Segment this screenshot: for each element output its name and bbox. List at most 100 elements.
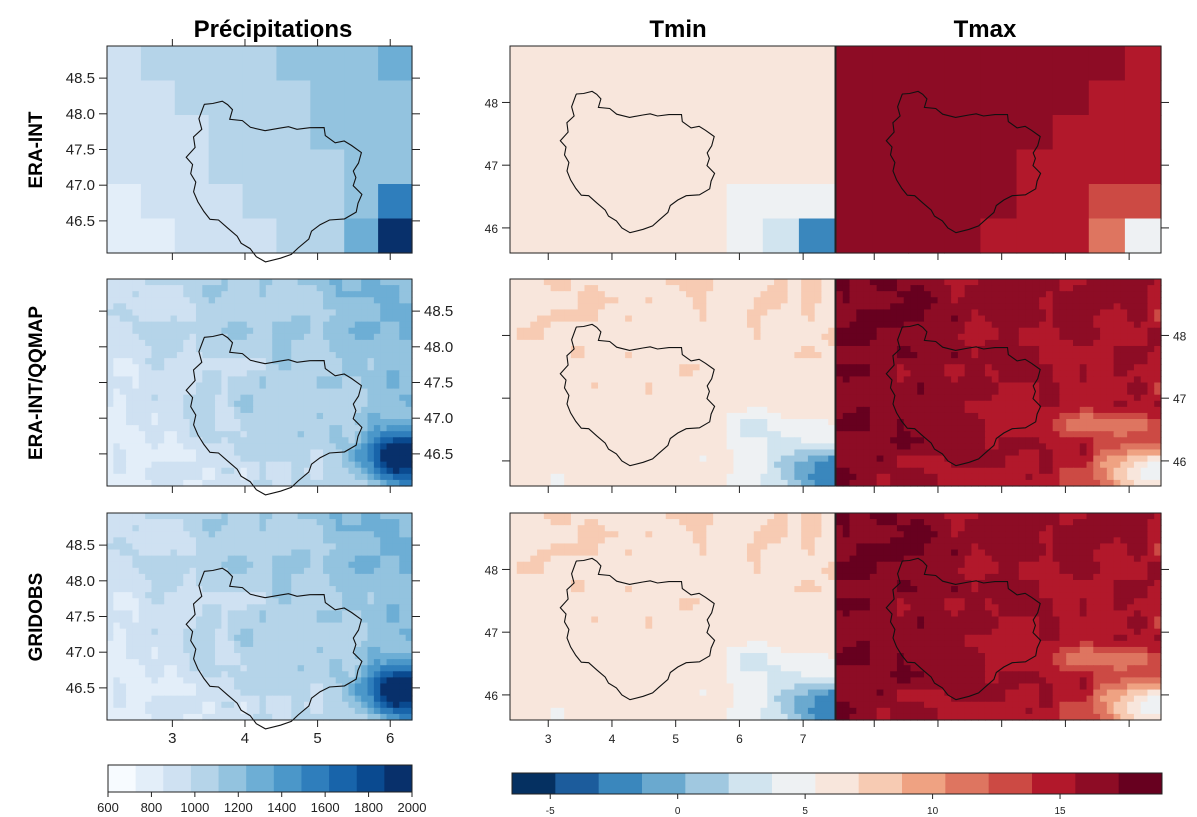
grid-cell xyxy=(1025,376,1033,384)
grid-cell xyxy=(631,388,640,396)
grid-cell xyxy=(316,333,324,341)
grid-cell xyxy=(726,370,735,378)
grid-cell xyxy=(692,400,701,408)
grid-cell xyxy=(733,309,741,317)
grid-cell xyxy=(378,115,413,151)
grid-cell xyxy=(699,285,707,292)
grid-cell xyxy=(890,309,898,317)
grid-cell xyxy=(699,479,707,487)
grid-cell xyxy=(937,345,945,353)
grid-cell xyxy=(202,431,210,438)
grid-cell xyxy=(132,394,140,402)
grid-cell xyxy=(584,400,592,408)
grid-cell xyxy=(774,321,782,329)
grid-cell xyxy=(1072,315,1081,323)
grid-cell xyxy=(883,431,891,438)
grid-cell xyxy=(740,461,748,469)
grid-cell xyxy=(240,327,248,335)
grid-cell xyxy=(726,473,735,481)
grid-cell xyxy=(215,461,222,469)
grid-cell xyxy=(215,303,222,311)
grid-cell xyxy=(557,431,565,438)
grid-cell xyxy=(719,443,728,451)
grid-cell xyxy=(896,400,905,408)
grid-cell xyxy=(208,467,216,475)
grid-cell xyxy=(530,400,538,408)
grid-cell xyxy=(883,461,891,469)
grid-cell xyxy=(767,467,775,475)
grid-cell xyxy=(550,406,558,414)
grid-cell xyxy=(672,370,680,378)
grid-cell xyxy=(316,327,324,335)
grid-cell xyxy=(373,467,381,475)
grid-cell xyxy=(998,309,1006,317)
grid-cell xyxy=(373,461,381,469)
grid-cell xyxy=(787,364,795,371)
grid-cell xyxy=(849,412,857,420)
grid-cell xyxy=(679,479,687,487)
grid-cell xyxy=(342,412,350,420)
grid-cell xyxy=(971,339,979,347)
grid-cell xyxy=(234,327,242,335)
grid-cell xyxy=(971,437,979,444)
grid-cell xyxy=(1133,400,1142,408)
grid-cell xyxy=(1032,431,1040,438)
grid-cell xyxy=(719,333,728,341)
grid-cell xyxy=(1093,406,1101,414)
grid-cell xyxy=(221,431,229,438)
grid-cell xyxy=(924,461,932,469)
grid-cell xyxy=(259,406,267,414)
grid-cell xyxy=(202,406,210,414)
grid-cell xyxy=(1025,279,1033,286)
grid-cell xyxy=(284,339,292,347)
grid-cell xyxy=(944,394,952,402)
grid-cell xyxy=(1059,388,1067,396)
grid-cell xyxy=(645,321,653,329)
grid-cell xyxy=(157,315,165,323)
grid-cell xyxy=(807,297,816,304)
grid-cell xyxy=(107,358,114,365)
grid-cell xyxy=(380,279,388,286)
grid-cell xyxy=(1045,437,1054,444)
grid-cell xyxy=(672,309,680,317)
grid-cell xyxy=(157,285,165,292)
grid-cell xyxy=(523,467,531,475)
grid-cell xyxy=(767,291,775,298)
grid-cell xyxy=(348,370,356,378)
grid-cell xyxy=(869,437,878,444)
grid-cell xyxy=(329,345,337,353)
grid-cell xyxy=(557,279,565,286)
grid-cell xyxy=(342,352,350,359)
grid-cell xyxy=(917,388,925,396)
grid-cell xyxy=(510,291,518,298)
grid-cell xyxy=(132,352,140,359)
grid-cell xyxy=(1079,406,1088,414)
grid-cell xyxy=(1124,115,1162,151)
grid-cell xyxy=(706,431,714,438)
grid-cell xyxy=(998,285,1006,292)
grid-cell xyxy=(126,352,134,359)
grid-cell xyxy=(746,406,755,414)
grid-cell xyxy=(240,364,248,371)
grid-cell xyxy=(303,376,311,384)
grid-cell xyxy=(1093,419,1101,426)
grid-cell xyxy=(259,370,267,378)
grid-cell xyxy=(686,339,694,347)
grid-cell xyxy=(348,303,356,311)
grid-cell xyxy=(316,461,324,469)
grid-cell xyxy=(537,412,545,420)
grid-cell xyxy=(733,406,741,414)
grid-cell xyxy=(780,437,789,444)
grid-cell xyxy=(1079,285,1088,292)
grid-cell xyxy=(145,370,153,378)
grid-cell xyxy=(1140,291,1149,298)
grid-cell xyxy=(1066,437,1074,444)
grid-cell xyxy=(272,382,280,390)
grid-cell xyxy=(978,455,986,463)
grid-cell xyxy=(713,291,721,298)
grid-cell xyxy=(259,327,267,335)
grid-cell xyxy=(618,400,626,408)
grid-cell xyxy=(774,479,782,487)
grid-cell xyxy=(1079,352,1088,359)
grid-cell xyxy=(719,364,728,371)
